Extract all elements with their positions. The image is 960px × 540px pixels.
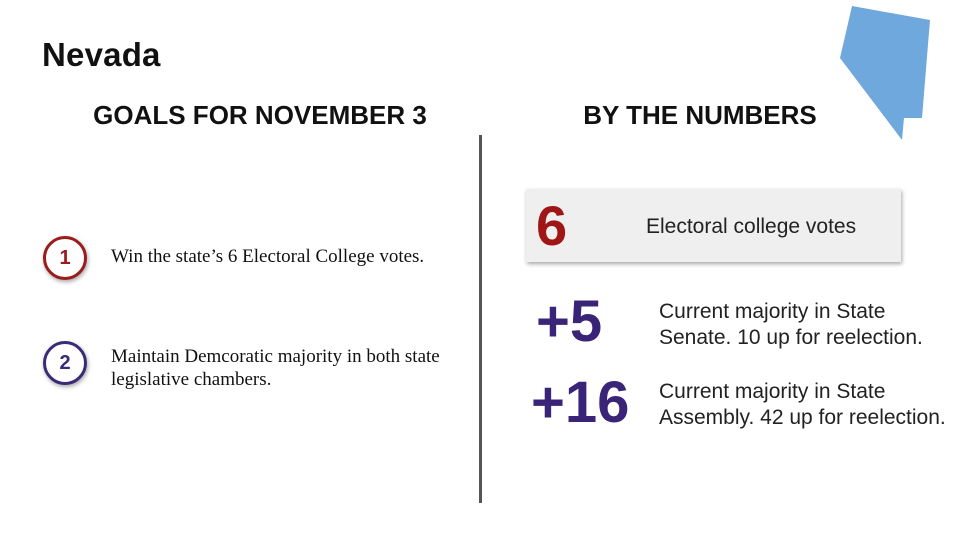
goal-text: Win the state’s 6 Electoral College vote… bbox=[111, 246, 425, 267]
column-divider bbox=[479, 135, 482, 503]
electoral-votes-value: 6 bbox=[536, 194, 568, 257]
senate-majority-text: Current majority in State Senate. 10 up … bbox=[659, 299, 923, 351]
page-title: Nevada bbox=[42, 36, 161, 73]
electoral-votes-card bbox=[526, 189, 901, 262]
text-line: Senate. 10 up for reelection. bbox=[659, 326, 923, 349]
text-line: Assembly. 42 up for reelection. bbox=[659, 406, 946, 429]
goals-heading: GOALS FOR NOVEMBER 3 bbox=[93, 100, 427, 130]
assembly-majority-text: Current majority in State Assembly. 42 u… bbox=[659, 379, 946, 431]
goal-text: Maintain Demcoratic majority in both sta… bbox=[111, 346, 440, 390]
text-line: Current majority in State bbox=[659, 380, 886, 403]
numbers-heading: BY THE NUMBERS bbox=[583, 100, 817, 130]
text-line: Current majority in State bbox=[659, 300, 886, 323]
goal-number-badge: 1 bbox=[43, 236, 87, 280]
nevada-map-icon bbox=[840, 6, 930, 140]
assembly-majority-value: +16 bbox=[531, 370, 630, 435]
electoral-votes-label: Electoral college votes bbox=[646, 215, 857, 238]
goal-number-badge: 2 bbox=[43, 341, 87, 385]
senate-majority-value: +5 bbox=[536, 289, 603, 354]
